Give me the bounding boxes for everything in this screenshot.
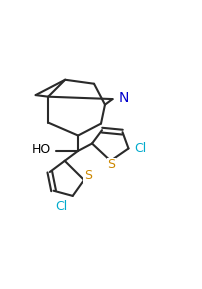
Text: HO: HO [32, 143, 51, 156]
Text: Cl: Cl [134, 142, 146, 155]
Text: Cl: Cl [55, 200, 67, 213]
Text: S: S [84, 169, 92, 182]
Text: S: S [107, 158, 116, 171]
Text: N: N [119, 91, 129, 105]
